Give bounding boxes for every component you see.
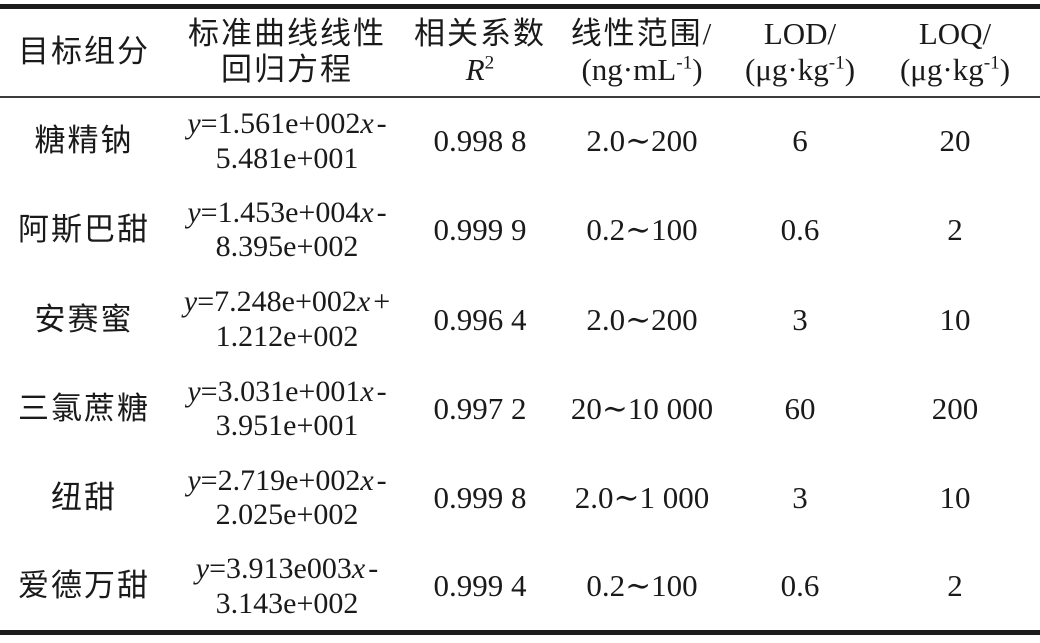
header-row: 目标组分 标准曲线线性 回归方程 相关系数 R2 线性范围/ (ng·mL-1)… <box>0 6 1040 98</box>
cell-equation: y=3.031e+001x -3.951e+001 <box>168 364 406 453</box>
regression-equation: y=1.453e+004x -8.395e+002 <box>187 195 387 264</box>
cell-range: 0.2∼100 <box>586 568 698 604</box>
cell-lod: 60 <box>784 390 816 426</box>
cell-equation: y=7.248e+002x +1.212e+002 <box>168 275 406 364</box>
col-header-equation-line1: 标准曲线线性 <box>188 15 386 51</box>
regression-equation: y=1.561e+002x -5.481e+001 <box>187 107 387 175</box>
cell-r2: 0.999 9 <box>433 212 527 248</box>
cell-component: 三氯蔗糖 <box>18 390 150 426</box>
cell-r2: 0.999 4 <box>433 568 527 604</box>
col-header-component: 目标组分 <box>0 6 168 98</box>
regression-equation: y=7.248e+002x +1.212e+002 <box>183 285 391 353</box>
cell-loq: 10 <box>939 480 971 516</box>
cell-loq: 20 <box>939 123 971 159</box>
cell-range: 2.0∼200 <box>586 301 698 337</box>
cell-equation: y=3.913e003x -3.143e+002 <box>168 543 406 632</box>
table-row: 爱德万甜 y=3.913e003x -3.143e+002 0.999 4 0.2… <box>0 543 1040 632</box>
cell-loq: 2 <box>947 212 963 248</box>
cell-lod: 0.6 <box>780 568 820 604</box>
cell-r2: 0.997 2 <box>433 390 527 426</box>
cell-loq: 10 <box>939 301 971 337</box>
cell-r2: 0.996 4 <box>433 301 527 337</box>
col-header-lod-line1: LOD/ <box>763 15 837 51</box>
table-row: 三氯蔗糖 y=3.031e+001x -3.951e+001 0.997 2 20… <box>0 364 1040 453</box>
table-row: 安赛蜜 y=7.248e+002x +1.212e+002 0.996 4 2.0… <box>0 275 1040 364</box>
col-header-lod-unit: (μg·kg-1) <box>744 52 856 88</box>
col-header-equation: 标准曲线线性 回归方程 <box>168 6 406 98</box>
col-header-component-label: 目标组分 <box>18 33 150 69</box>
cell-component: 爱德万甜 <box>18 568 150 604</box>
cell-component: 糖精钠 <box>34 123 134 159</box>
cell-range: 2.0∼1 000 <box>574 480 710 516</box>
col-header-r2-line1: 相关系数 <box>414 15 546 51</box>
col-header-r2: 相关系数 R2 <box>406 6 554 98</box>
col-header-equation-line2: 回归方程 <box>221 52 353 88</box>
cell-component: 纽甜 <box>51 480 117 516</box>
table-row: 阿斯巴甜 y=1.453e+004x -8.395e+002 0.999 9 0.… <box>0 186 1040 275</box>
cell-range: 0.2∼100 <box>586 212 698 248</box>
cell-range: 2.0∼200 <box>586 123 698 159</box>
col-header-r2-symbol: R2 <box>465 52 495 88</box>
cell-lod: 3 <box>792 480 808 516</box>
col-header-range-unit: (ng·mL-1) <box>581 52 703 88</box>
regression-equation: y=2.719e+002x -2.025e+002 <box>187 463 387 532</box>
cell-equation: y=2.719e+002x -2.025e+002 <box>168 454 406 543</box>
col-header-range: 线性范围/ (ng·mL-1) <box>554 6 730 98</box>
table-row: 纽甜 y=2.719e+002x -2.025e+002 0.999 8 2.0∼… <box>0 454 1040 543</box>
col-header-lod: LOD/ (μg·kg-1) <box>730 6 870 98</box>
cell-lod: 0.6 <box>780 212 820 248</box>
col-header-range-line1: 线性范围/ <box>570 15 714 51</box>
cell-lod: 6 <box>792 123 808 159</box>
col-header-loq-line1: LOQ/ <box>918 15 992 51</box>
cell-r2: 0.998 8 <box>433 123 527 159</box>
cell-component: 安赛蜜 <box>34 301 134 337</box>
regression-equation: y=3.031e+001x -3.951e+001 <box>187 374 387 443</box>
cell-equation: y=1.561e+002x -5.481e+001 <box>168 97 406 186</box>
linearity-table: 目标组分 标准曲线线性 回归方程 相关系数 R2 线性范围/ (ng·mL-1)… <box>0 4 1040 635</box>
table-row: 糖精钠 y=1.561e+002x -5.481e+001 0.998 8 2.0… <box>0 97 1040 186</box>
cell-loq: 200 <box>931 390 979 426</box>
cell-r2: 0.999 8 <box>433 480 527 516</box>
cell-component: 阿斯巴甜 <box>18 212 150 248</box>
col-header-loq-unit: (μg·kg-1) <box>899 52 1011 88</box>
cell-equation: y=1.453e+004x -8.395e+002 <box>168 186 406 275</box>
regression-equation: y=3.913e003x -3.143e+002 <box>195 552 379 620</box>
cell-lod: 3 <box>792 301 808 337</box>
col-header-loq: LOQ/ (μg·kg-1) <box>870 6 1040 98</box>
cell-range: 20∼10 000 <box>570 390 714 426</box>
cell-loq: 2 <box>947 568 963 604</box>
